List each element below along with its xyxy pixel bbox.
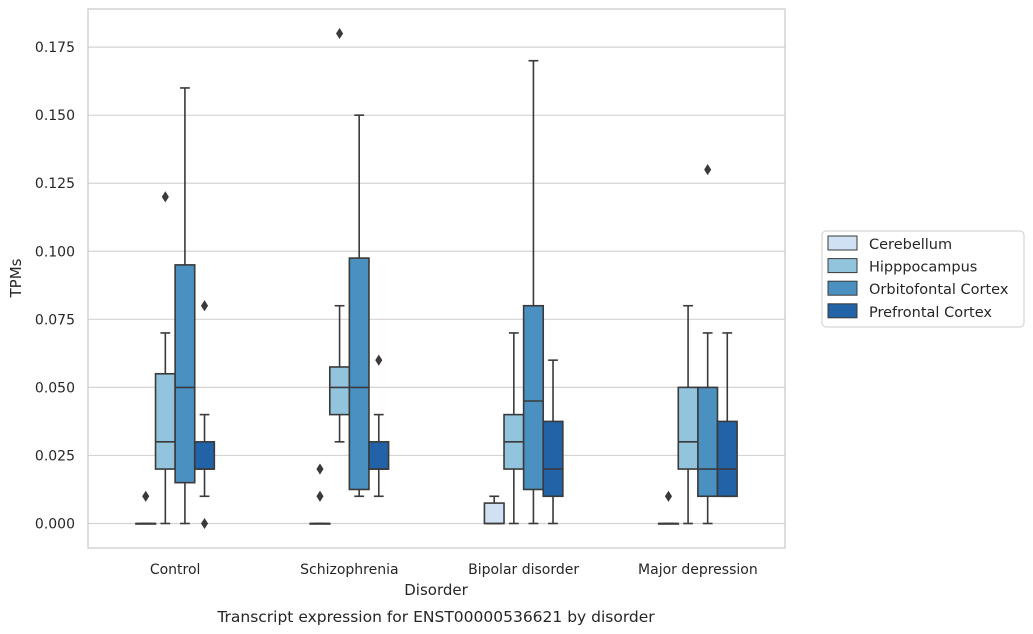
box-cerebellum	[135, 490, 157, 525]
box-iqr	[174, 264, 196, 484]
box-prefrontal-cortex	[193, 300, 216, 530]
y-tick-label: 0.175	[35, 40, 75, 56]
y-tick-label: 0.100	[35, 244, 75, 260]
y-tick-label: 0.150	[35, 108, 75, 124]
y-tick-label: 0.125	[35, 176, 75, 192]
box-iqr	[716, 420, 738, 498]
box-orbitofontal-cortex	[174, 87, 196, 525]
chart-caption: Transcript expression for ENST0000053662…	[216, 608, 655, 626]
legend-frame	[821, 230, 1025, 328]
box-prefrontal-cortex	[542, 359, 564, 525]
box-iqr	[483, 502, 505, 525]
outlier-point	[142, 490, 150, 502]
outlier-point	[375, 354, 383, 366]
outlier-point	[336, 27, 344, 40]
outlier-point	[161, 191, 169, 203]
outlier-point	[316, 463, 324, 475]
box-hipppocampus	[503, 332, 525, 525]
box-hipppocampus	[328, 27, 351, 443]
x-axis-label: Disorder	[404, 581, 468, 599]
box-iqr	[328, 366, 351, 416]
box-iqr	[368, 441, 390, 470]
legend-label: Cerebellum	[869, 237, 952, 253]
box-prefrontal-cortex	[716, 332, 738, 498]
box-iqr	[348, 257, 370, 491]
legend-label: Hipppocampus	[869, 260, 977, 276]
box-orbitofontal-cortex	[348, 114, 370, 498]
box-cerebellum	[309, 463, 331, 525]
y-axis-label: TPMs	[7, 258, 25, 298]
outlier-point	[316, 490, 324, 502]
box-iqr	[697, 386, 719, 498]
outlier-point	[664, 490, 673, 502]
outlier-point	[200, 300, 209, 312]
legend-swatch	[827, 303, 858, 319]
box-orbitofontal-cortex	[522, 59, 545, 525]
y-tick-label: 0.075	[35, 312, 75, 328]
x-tick-label: Major depression	[638, 562, 758, 578]
x-tick-label: Control	[150, 562, 201, 578]
outlier-point	[200, 517, 209, 530]
box-iqr	[677, 386, 699, 470]
box-cerebellum	[657, 490, 680, 525]
box-iqr	[522, 304, 545, 491]
boxes	[135, 27, 738, 530]
legend-swatch	[827, 280, 858, 296]
plot-frame	[87, 8, 786, 549]
legend-swatch	[827, 235, 858, 251]
x-tick-label: Schizophrenia	[300, 562, 398, 578]
outlier-point	[704, 164, 712, 176]
box-iqr	[154, 372, 176, 470]
box-hipppocampus	[677, 304, 699, 525]
box-cerebellum	[483, 495, 505, 525]
x-tick-label: Bipolar disorder	[468, 562, 579, 578]
y-tick-label: 0.025	[35, 448, 75, 464]
legend-label: Orbitofontal Cortex	[869, 282, 1009, 298]
box-iqr	[542, 420, 564, 498]
box-prefrontal-cortex	[368, 354, 390, 498]
legend-label: Prefrontal Cortex	[869, 305, 992, 321]
y-tick-label: 0.050	[35, 380, 75, 396]
x-axis-ticks: Control Schizophrenia Bipolar disorder Majo…	[150, 562, 758, 578]
y-axis-ticks: 0.000 0.025 0.050 0.075 0.100 0.125 0.150 0.175	[35, 40, 75, 532]
y-tick-label: 0.000	[35, 517, 75, 533]
box-iqr	[193, 441, 216, 470]
legend: Cerebellum Hipppocampus Orbitofontal Corte…	[821, 230, 1025, 328]
legend-swatch	[827, 258, 858, 274]
